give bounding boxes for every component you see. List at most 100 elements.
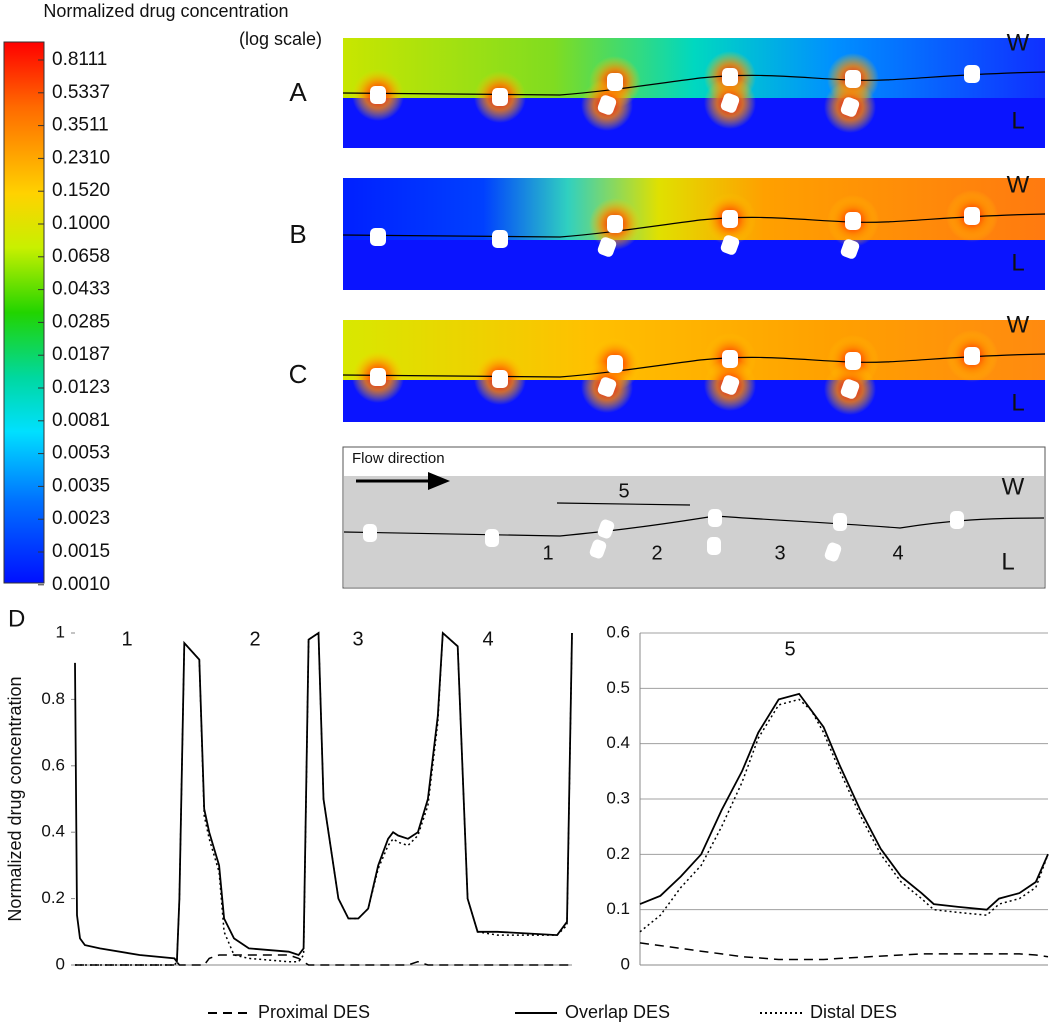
strut — [607, 73, 623, 91]
series-line — [74, 631, 573, 965]
panel-label: C — [289, 359, 308, 389]
strut — [722, 68, 738, 86]
colorbar-label: 0.0010 — [52, 574, 110, 595]
strut — [824, 542, 842, 562]
colorbar — [3, 41, 45, 584]
strut — [840, 379, 860, 399]
strut — [485, 529, 499, 547]
colorbar-label: 0.0023 — [52, 508, 110, 529]
series-line — [639, 692, 1049, 911]
strut — [708, 509, 722, 527]
legend: Proximal DES Overlap DES Distal DES — [208, 1002, 897, 1022]
lumen-label: L — [1011, 107, 1024, 134]
y-tick-label: 0.8 — [41, 689, 65, 708]
strut — [833, 513, 847, 531]
panel-b-lumen — [343, 240, 1045, 290]
panel-c-lumen — [343, 380, 1045, 422]
colorbar-label: 0.0035 — [52, 475, 110, 496]
segment-label: 5 — [784, 638, 795, 660]
y-tick-label: 0 — [56, 954, 65, 973]
charts: 0 0.2 0.4 0.6 0.8 1 Normalized drug concentrat… — [5, 622, 1049, 973]
strut — [964, 347, 980, 365]
wall-label: W — [1002, 473, 1025, 500]
y-tick-label: 0.5 — [606, 678, 630, 697]
panel-label: B — [289, 219, 306, 249]
strut — [492, 88, 508, 106]
legend-label: Overlap DES — [565, 1002, 670, 1022]
boundary-line — [343, 515, 1045, 537]
y-tick-label: 1 — [56, 622, 65, 641]
strut — [707, 537, 721, 555]
colorbar-label: 0.1520 — [52, 180, 110, 201]
strut — [597, 95, 617, 115]
colorbar-label: 0.0658 — [52, 246, 110, 267]
lumen-label: L — [1011, 389, 1024, 416]
strut — [950, 511, 964, 529]
strut — [964, 65, 980, 83]
strut — [607, 215, 623, 233]
strut — [722, 210, 738, 228]
colorbar-label: 0.0123 — [52, 377, 110, 398]
y-tick-label: 0.4 — [41, 822, 65, 841]
colorbar-labels: 0.8111 0.5337 0.3511 0.2310 0.1520 0.1000 0.06… — [38, 49, 110, 595]
strut — [720, 93, 740, 113]
colorbar-subtitle: (log scale) — [239, 29, 322, 49]
y-tick-label: 0.2 — [41, 888, 65, 907]
strut — [597, 519, 615, 539]
colorbar-label: 0.1000 — [52, 213, 110, 234]
y-tick-label: 0.3 — [606, 788, 630, 807]
colorbar-label: 0.0053 — [52, 443, 110, 464]
y-tick-label: 0 — [621, 954, 630, 973]
y-tick-label: 0.6 — [41, 755, 65, 774]
region-label: 4 — [892, 542, 903, 564]
strut — [370, 228, 386, 246]
strut — [845, 352, 861, 370]
colorbar-label: 0.3511 — [52, 115, 109, 136]
strut — [840, 97, 860, 117]
panel-a-lumen — [343, 98, 1045, 148]
colorbar-label: 0.0433 — [52, 279, 110, 300]
strut — [370, 368, 386, 386]
region-label: 3 — [774, 542, 785, 564]
segment-label: 4 — [482, 628, 493, 650]
y-tick-label: 0.1 — [606, 899, 630, 918]
flow-arrow-head — [428, 472, 450, 490]
flow-label: Flow direction — [352, 450, 445, 467]
strut — [607, 355, 623, 373]
strut — [363, 524, 377, 542]
colorbar-label: 0.0015 — [52, 541, 110, 562]
wall-label: W — [1007, 29, 1030, 56]
y-tick-label: 0.6 — [606, 622, 630, 641]
strut — [722, 350, 738, 368]
segment-label: 2 — [249, 628, 260, 650]
region-label: 1 — [542, 542, 553, 564]
region-5-line — [556, 502, 691, 506]
strut — [845, 70, 861, 88]
strut — [597, 237, 617, 257]
strut — [720, 375, 740, 395]
panel-label: D — [8, 605, 25, 632]
strut — [964, 207, 980, 225]
series-line — [639, 942, 1049, 961]
region-label: 5 — [618, 480, 629, 502]
lumen-label: L — [1001, 548, 1014, 575]
y-tick-label: 0.2 — [606, 844, 630, 863]
colorbar-label: 0.0187 — [52, 344, 110, 365]
series-line — [639, 698, 1049, 933]
strut — [370, 86, 386, 104]
colorbar-label: 0.8111 — [52, 49, 107, 70]
strut — [589, 539, 607, 559]
wall-label: W — [1007, 171, 1030, 198]
wall-label: W — [1007, 311, 1030, 338]
colorbar-title: Normalized drug concentration — [43, 1, 288, 21]
strut — [720, 235, 740, 255]
strut — [840, 239, 860, 259]
strut — [845, 212, 861, 230]
colorbar-label: 0.0285 — [52, 311, 110, 332]
lumen-label: L — [1011, 249, 1024, 276]
legend-label: Distal DES — [810, 1002, 897, 1022]
colorbar-label: 0.2310 — [52, 147, 110, 168]
segment-label: 3 — [352, 628, 363, 650]
series-line — [75, 631, 573, 966]
